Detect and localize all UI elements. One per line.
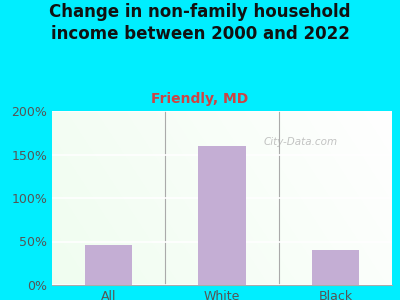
Text: City-Data.com: City-Data.com — [263, 137, 337, 147]
Bar — [198, 146, 246, 285]
Text: Friendly, MD: Friendly, MD — [151, 92, 249, 106]
Bar — [85, 245, 132, 285]
Bar — [312, 250, 359, 285]
Text: Change in non-family household
income between 2000 and 2022: Change in non-family household income be… — [49, 3, 351, 43]
